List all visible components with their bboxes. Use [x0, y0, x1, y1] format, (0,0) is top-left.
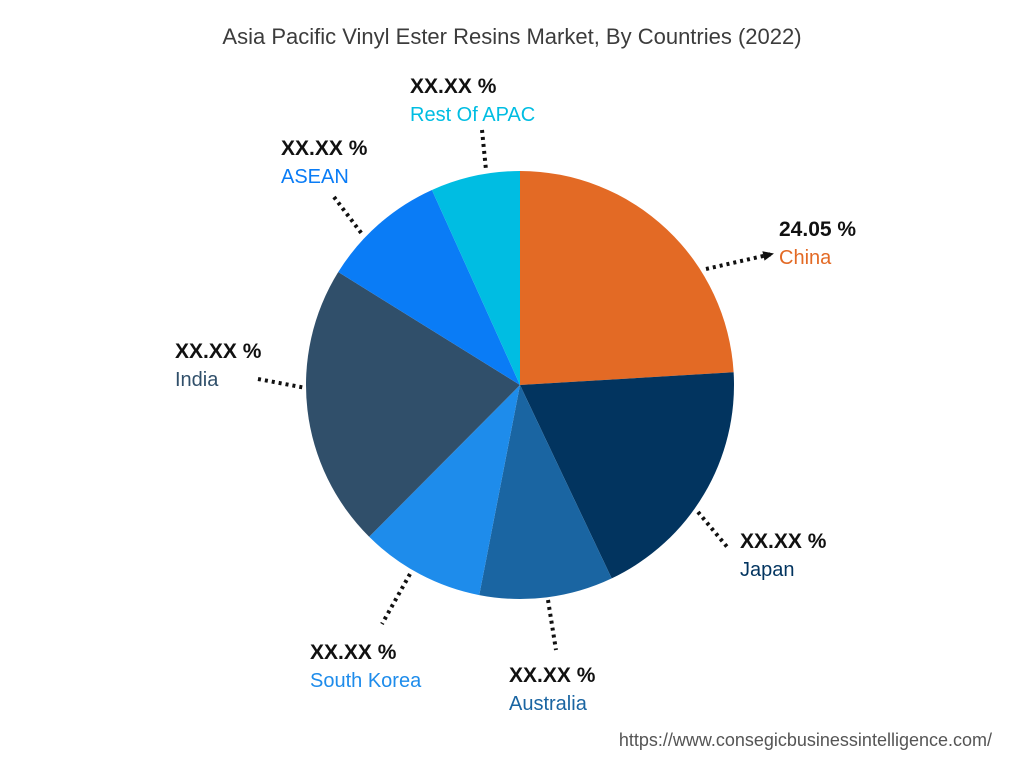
arrowhead-icon: [762, 251, 774, 261]
slice-value-label: XX.XX %: [175, 340, 262, 363]
pie-slice-south-korea: [369, 385, 520, 596]
pie-slice-rest-of-apac: [431, 171, 520, 385]
slice-value-label: XX.XX %: [310, 641, 397, 664]
slice-value-label: XX.XX %: [410, 75, 497, 98]
slice-labels: 24.05 % China XX.XX % Japan XX.XX % Australia…: [175, 75, 856, 715]
slice-name-label: India: [175, 369, 219, 391]
slice-value-label: XX.XX %: [281, 137, 368, 160]
leader-line-india: [257, 377, 307, 390]
leader-line-rest-of-apac: [480, 129, 488, 171]
pie-slice-australia: [479, 385, 612, 599]
slice-name-label: China: [779, 247, 832, 269]
leader-line-japan: [696, 510, 730, 550]
pie-slice-asean: [338, 189, 520, 385]
pie-slice-japan: [520, 372, 735, 579]
pie-slice-china: [520, 171, 734, 385]
slice-name-label: Rest Of APAC: [410, 104, 535, 126]
pie-slice-india: [305, 272, 520, 537]
leader-line-asean: [332, 195, 364, 236]
source-url: https://www.consegicbusinessintelligence…: [618, 730, 992, 750]
slice-name-label: Japan: [740, 559, 795, 581]
slice-name-label: Australia: [509, 693, 588, 715]
slice-value-label: XX.XX %: [740, 530, 827, 553]
slice-name-label: ASEAN: [281, 166, 349, 188]
leader-lines: [257, 129, 774, 651]
leader-line-australia: [546, 599, 558, 651]
slice-name-label: South Korea: [310, 670, 422, 692]
pie-slices: [305, 171, 735, 599]
leader-line-south-korea: [380, 573, 412, 625]
slice-value-label: 24.05 %: [779, 218, 856, 241]
leader-line-china: [705, 252, 773, 271]
slice-value-label: XX.XX %: [509, 664, 596, 687]
chart-title: Asia Pacific Vinyl Ester Resins Market, …: [222, 24, 802, 49]
